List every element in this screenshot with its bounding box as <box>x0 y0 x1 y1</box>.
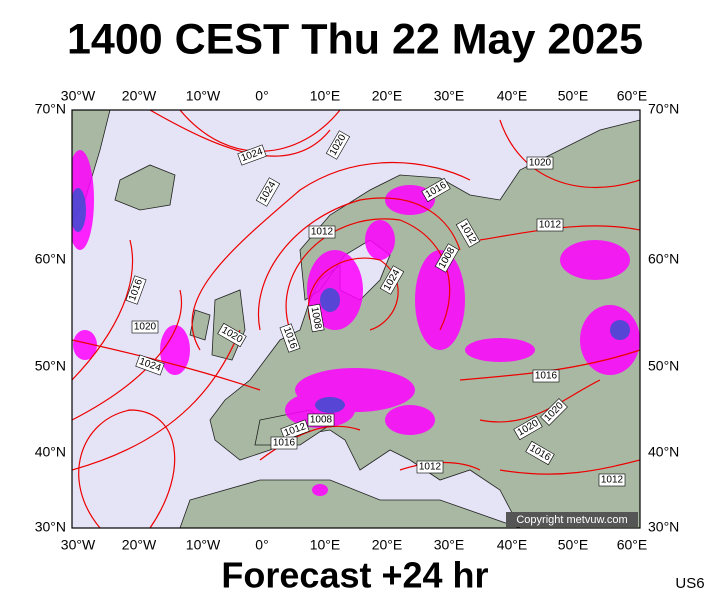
lon-label-top: 40°E <box>497 88 528 104</box>
lon-label-bottom: 40°E <box>497 537 528 553</box>
isobar-label-box <box>525 440 555 466</box>
lat-label-left: 30°N <box>35 519 66 535</box>
title: 1400 CEST Thu 22 May 2025 <box>67 15 643 63</box>
isobar-label-box <box>279 323 301 353</box>
isobar-label-box <box>536 218 564 232</box>
lat-label-right: 60°N <box>648 251 679 267</box>
lat-label-right: 30°N <box>648 519 679 535</box>
isobar-label-text: 1012 <box>601 475 624 486</box>
lon-label-top: 10°E <box>310 88 341 104</box>
isobar-label-box <box>270 436 298 450</box>
map-frame <box>71 109 641 529</box>
lon-label-bottom: 30°W <box>61 537 96 553</box>
isobar-label-box <box>135 354 165 376</box>
lon-label-top: 10°W <box>186 88 221 104</box>
isobar-label-box <box>308 225 336 239</box>
isobar-label-box <box>540 398 568 426</box>
isobar-label-text: 1020 <box>529 158 552 169</box>
lon-label-top: 60°E <box>617 88 648 104</box>
isobar-label: 1012 <box>308 225 336 239</box>
isobar-label: 1020 <box>131 320 159 334</box>
isobar-label-text: 1012 <box>311 227 334 238</box>
isobar-label-text: 1020 <box>134 322 157 333</box>
lat-label-left: 70°N <box>35 101 66 117</box>
lon-label-top: 30°W <box>61 88 96 104</box>
isobar-label-text: 1008 <box>310 415 333 426</box>
isobar-label-box <box>237 144 267 166</box>
lon-label-top: 20°E <box>372 88 403 104</box>
isobar-label: 1012 <box>416 460 444 474</box>
isobar-label: 1008 <box>307 303 325 333</box>
forecast-label: Forecast +24 hr <box>221 555 488 596</box>
isobar-label: 1016 <box>270 436 298 450</box>
isobar-label-box <box>526 156 554 170</box>
isobar-label-box <box>255 177 281 207</box>
lat-label-right: 70°N <box>648 101 679 117</box>
isobar-label-box <box>379 265 405 295</box>
isobars <box>72 110 640 528</box>
lon-label-bottom: 20°E <box>372 537 403 553</box>
lon-label-bottom: 10°E <box>310 537 341 553</box>
isobar-label-text: 1008 <box>309 306 324 330</box>
lat-label-right: 40°N <box>648 444 679 460</box>
lon-label-top: 30°E <box>434 88 465 104</box>
lat-label-left: 60°N <box>35 251 66 267</box>
copyright: Copyright metvuw.com <box>516 514 627 526</box>
lon-label-top: 20°W <box>122 88 157 104</box>
isobar-label-box <box>217 322 247 348</box>
isobar-label-box <box>434 243 460 273</box>
copyright-box <box>506 512 638 527</box>
isobar-label-text: 1012 <box>539 220 562 231</box>
lon-label-bottom: 20°W <box>122 537 157 553</box>
isobar-label: 1016 <box>532 369 560 383</box>
isobar-label-box <box>455 218 481 248</box>
isobar-label-text: 1016 <box>535 371 558 382</box>
heavy-precipitation <box>72 188 630 413</box>
lon-label-bottom: 10°W <box>186 537 221 553</box>
lat-label-left: 40°N <box>35 444 66 460</box>
isobar-label-box <box>131 320 159 334</box>
isobar-label-box <box>280 419 310 441</box>
isobar-label-box <box>125 275 147 305</box>
lon-label-bottom: 60°E <box>617 537 648 553</box>
isobar-label: 1008 <box>307 413 335 427</box>
product-code: US6 <box>675 575 704 592</box>
isobar-label-box <box>421 177 451 203</box>
isobar-label-box <box>513 415 543 441</box>
isobar-label-box <box>325 130 351 160</box>
axis-labels: 30°W 30°W 20°W 20°W 10°W 10°W 0° 0° 10°E 10°E 20°E… <box>35 88 680 553</box>
lat-label-right: 50°N <box>648 358 679 374</box>
isobar-label: 1012 <box>536 218 564 232</box>
isobar-label-box <box>416 460 444 474</box>
lon-label-bottom: 50°E <box>558 537 589 553</box>
isobar-label-box <box>532 369 560 383</box>
isobar-label-box <box>307 303 325 333</box>
lon-label-top: 0° <box>255 88 268 104</box>
isobar-label-text: 1016 <box>273 438 296 449</box>
lon-label-bottom: 30°E <box>434 537 465 553</box>
isobar-label: 1020 <box>526 156 554 170</box>
lon-label-top: 50°E <box>558 88 589 104</box>
isobar-label-box <box>598 473 626 487</box>
lon-label-bottom: 0° <box>255 537 268 553</box>
lat-label-left: 50°N <box>35 358 66 374</box>
isobar-label: 1012 <box>598 473 626 487</box>
isobar-label-box <box>307 413 335 427</box>
isobar-label-text: 1012 <box>419 462 442 473</box>
